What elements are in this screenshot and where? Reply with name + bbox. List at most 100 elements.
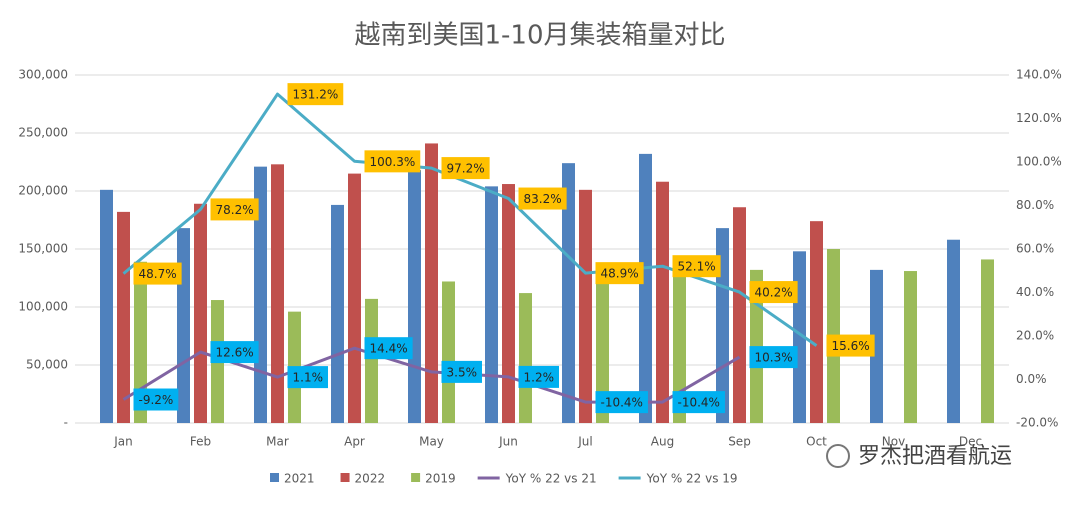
data-label-box xyxy=(826,334,875,357)
data-label-box xyxy=(133,262,182,285)
data-label: 12.6% xyxy=(210,341,259,364)
bar xyxy=(870,269,883,423)
x-tick-label: Sep xyxy=(728,435,751,449)
x-tick-label: Mar xyxy=(266,435,289,449)
data-label: 15.6% xyxy=(826,334,875,357)
data-label-box xyxy=(595,262,644,285)
data-label-text: 40.2% xyxy=(755,286,793,300)
y-tick-label: 250,000 xyxy=(18,126,68,140)
data-label-text: 131.2% xyxy=(293,88,339,102)
data-label-box xyxy=(672,391,725,414)
data-label-text: 97.2% xyxy=(447,162,485,176)
bar xyxy=(981,259,994,423)
x-tick-label: Jun xyxy=(498,435,518,449)
bar xyxy=(502,184,515,423)
legend: 2021 2022 2019 YoY % 22 vs 21 YoY % 22 vs 19 xyxy=(270,472,738,486)
data-label-text: 10.3% xyxy=(755,351,793,365)
data-label-text: 3.5% xyxy=(447,365,478,379)
data-label-text: -9.2% xyxy=(139,393,174,407)
x-tick-label: Oct xyxy=(806,435,827,449)
data-label-text: 1.1% xyxy=(293,371,324,385)
data-label: 100.3% xyxy=(364,150,421,173)
y-tick-label: 300,000 xyxy=(18,68,68,82)
data-label-box xyxy=(210,198,259,221)
data-label-box xyxy=(749,281,798,304)
y2-tick-label: 140.0% xyxy=(1016,68,1062,82)
bar xyxy=(331,204,344,423)
legend-swatch xyxy=(270,473,279,482)
data-label-box xyxy=(595,391,648,414)
legend-label: 2021 xyxy=(284,472,315,486)
data-label-text: 1.2% xyxy=(524,370,555,384)
x-tick-label: Feb xyxy=(190,435,211,449)
data-label: 3.5% xyxy=(441,360,482,383)
bar xyxy=(177,228,190,423)
bar xyxy=(194,203,207,423)
bar xyxy=(425,143,438,423)
data-label-box xyxy=(133,388,179,411)
x-tick-label: Nov xyxy=(882,435,905,449)
data-label: 131.2% xyxy=(287,83,344,106)
y2-tick-label: 100.0% xyxy=(1016,155,1062,169)
data-label-box xyxy=(210,341,259,364)
bar xyxy=(810,221,823,423)
data-label-text: 15.6% xyxy=(832,339,870,353)
data-label-text: 14.4% xyxy=(370,342,408,356)
bar xyxy=(596,264,609,423)
data-label: 78.2% xyxy=(210,198,259,221)
data-label: -10.4% xyxy=(595,391,648,414)
x-tick-label: May xyxy=(419,435,444,449)
watermark-icon xyxy=(826,444,850,468)
data-label: 48.7% xyxy=(133,262,182,285)
data-label: 40.2% xyxy=(749,281,798,304)
y2-tick-label: 40.0% xyxy=(1016,285,1054,299)
legend-label: YoY % 22 vs 19 xyxy=(646,472,738,486)
y2-tick-label: 80.0% xyxy=(1016,198,1054,212)
data-label: 48.9% xyxy=(595,262,644,285)
data-label: -9.2% xyxy=(133,388,179,411)
y2-tick-label: -20.0% xyxy=(1016,416,1058,430)
data-label-text: 48.7% xyxy=(139,267,177,281)
y-tick-label: - xyxy=(64,416,68,430)
bar xyxy=(947,239,960,423)
bar xyxy=(117,211,130,423)
bar xyxy=(365,298,378,423)
bar xyxy=(519,293,532,423)
y-tick-label: 200,000 xyxy=(18,184,68,198)
y2-tick-label: 120.0% xyxy=(1016,111,1062,125)
bar xyxy=(100,189,113,423)
bar xyxy=(408,170,421,423)
data-label-box xyxy=(518,365,559,388)
data-label-text: 83.2% xyxy=(524,192,562,206)
data-label: 52.1% xyxy=(672,255,721,278)
data-label-text: -10.4% xyxy=(601,396,643,410)
bar xyxy=(348,173,361,423)
data-label-box xyxy=(364,337,413,360)
data-label-box xyxy=(364,150,421,173)
data-label-box xyxy=(441,157,490,180)
y-tick-label: 150,000 xyxy=(18,242,68,256)
bar xyxy=(733,207,746,423)
data-label-box xyxy=(749,346,798,369)
watermark: 罗杰把酒看航运 xyxy=(858,444,1012,469)
data-label-box xyxy=(287,83,344,106)
data-label-box xyxy=(672,255,721,278)
data-label: 10.3% xyxy=(749,346,798,369)
data-label-box xyxy=(518,187,567,210)
legend-swatch xyxy=(411,473,421,482)
legend-label: 2019 xyxy=(425,472,456,486)
bar xyxy=(656,181,669,423)
bar xyxy=(579,189,592,423)
data-label-text: 52.1% xyxy=(678,260,716,274)
y2-tick-label: 0.0% xyxy=(1016,372,1047,386)
data-label-box xyxy=(441,360,482,383)
bar xyxy=(904,271,917,423)
data-label: 1.1% xyxy=(287,366,328,389)
x-tick-label: Jul xyxy=(577,435,592,449)
legend-label: 2022 xyxy=(355,472,386,486)
data-label: 97.2% xyxy=(441,157,490,180)
data-label: 83.2% xyxy=(518,187,567,210)
x-tick-label: Jan xyxy=(113,435,133,449)
data-label-text: 48.9% xyxy=(601,267,639,281)
